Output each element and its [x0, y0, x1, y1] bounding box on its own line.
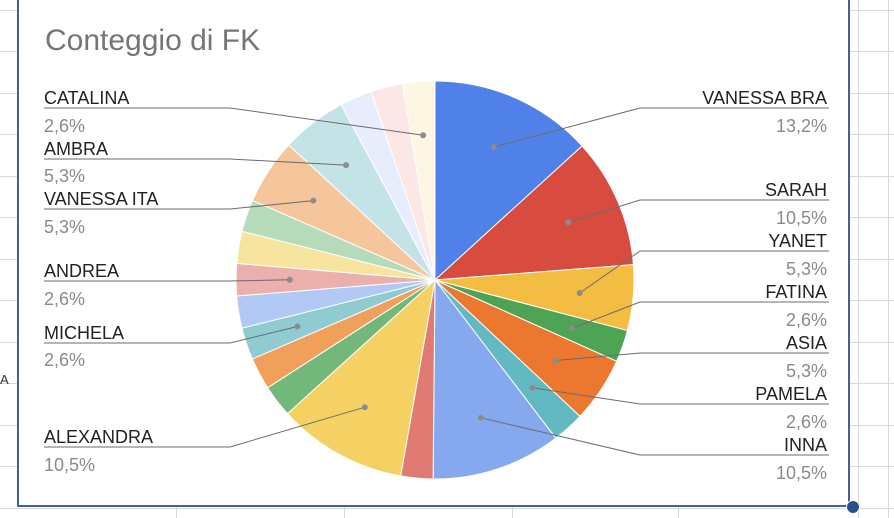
leader-line	[571, 301, 829, 329]
slice-percent-label: 2,6%	[786, 412, 827, 432]
grid-row-line	[0, 508, 894, 509]
leader-line	[480, 417, 829, 456]
leader-dot	[477, 414, 484, 421]
leader-line	[555, 352, 829, 361]
slice-label: PAMELA	[755, 384, 827, 404]
leader-dot	[420, 132, 427, 139]
slice-percent-label: 10,5%	[776, 208, 827, 228]
grid-column-line	[858, 0, 859, 518]
pie-slice-vanessa-bra[interactable]	[434, 80, 583, 282]
leader-line	[44, 158, 347, 166]
leader-dot	[529, 384, 536, 391]
leader-line	[579, 250, 829, 294]
pie-slices	[235, 80, 635, 480]
leader-line	[44, 107, 424, 136]
slice-label: ASIA	[786, 333, 827, 353]
slice-label: ALEXANDRA	[44, 427, 153, 447]
leader-dot	[286, 276, 293, 283]
slice-percent-label: 2,6%	[44, 289, 85, 309]
leader-dot	[343, 162, 350, 169]
slice-percent-label: 5,3%	[44, 217, 85, 237]
slice-label: VANESSA BRA	[702, 88, 827, 108]
leader-dot	[310, 197, 317, 204]
slice-percent-label: 10,5%	[776, 463, 827, 483]
slice-percent-label: 2,6%	[786, 310, 827, 330]
slice-percent-label: 5,3%	[44, 166, 85, 186]
grid-column-line	[888, 0, 889, 518]
slice-label: ANDREA	[44, 261, 119, 281]
chart-title: Conteggio di FK	[45, 24, 261, 57]
leader-line	[44, 406, 365, 448]
slice-percent-label: 10,5%	[44, 455, 95, 475]
leader-dot	[552, 357, 559, 364]
slice-label: MICHELA	[44, 323, 124, 343]
slice-label: INNA	[784, 435, 827, 455]
leader-line	[44, 279, 290, 282]
leader-dot	[294, 323, 301, 330]
slice-percent-label: 5,3%	[786, 361, 827, 381]
slice-label: FATINA	[765, 282, 827, 302]
leader-line	[493, 107, 829, 148]
leader-line	[532, 387, 829, 405]
leader-dot	[361, 404, 368, 411]
pie-slice-catalina[interactable]	[401, 80, 436, 281]
slice-label: YANET	[768, 231, 827, 251]
slice-percent-label: 2,6%	[44, 350, 85, 370]
leader-dot	[490, 144, 497, 151]
slice-label: AMBRA	[44, 139, 108, 159]
pie-slice-inna[interactable]	[432, 278, 557, 480]
slice-percent-label: 5,3%	[786, 259, 827, 279]
pie-slice-alexandra[interactable]	[286, 278, 436, 477]
slice-label: CATALINA	[44, 88, 129, 108]
leader-line	[568, 199, 829, 223]
cell-text-fragment: A	[0, 372, 9, 387]
leader-dot	[576, 290, 583, 296]
leader-dot	[565, 219, 572, 226]
leader-line	[44, 326, 298, 344]
slice-label: SARAH	[765, 180, 827, 200]
pie-slice-sarah[interactable]	[433, 145, 634, 281]
pie-labels: VANESSA BRA 13,2% SARAH 10,5% YANET 5,3% FATIN…	[44, 88, 829, 483]
leader-dot	[569, 325, 575, 332]
slice-percent-label: 13,2%	[776, 116, 827, 136]
chart-resize-handle[interactable]	[846, 500, 860, 514]
slice-label: VANESSA ITA	[44, 189, 158, 209]
slice-percent-label: 2,6%	[44, 116, 85, 136]
leader-line	[44, 200, 314, 210]
